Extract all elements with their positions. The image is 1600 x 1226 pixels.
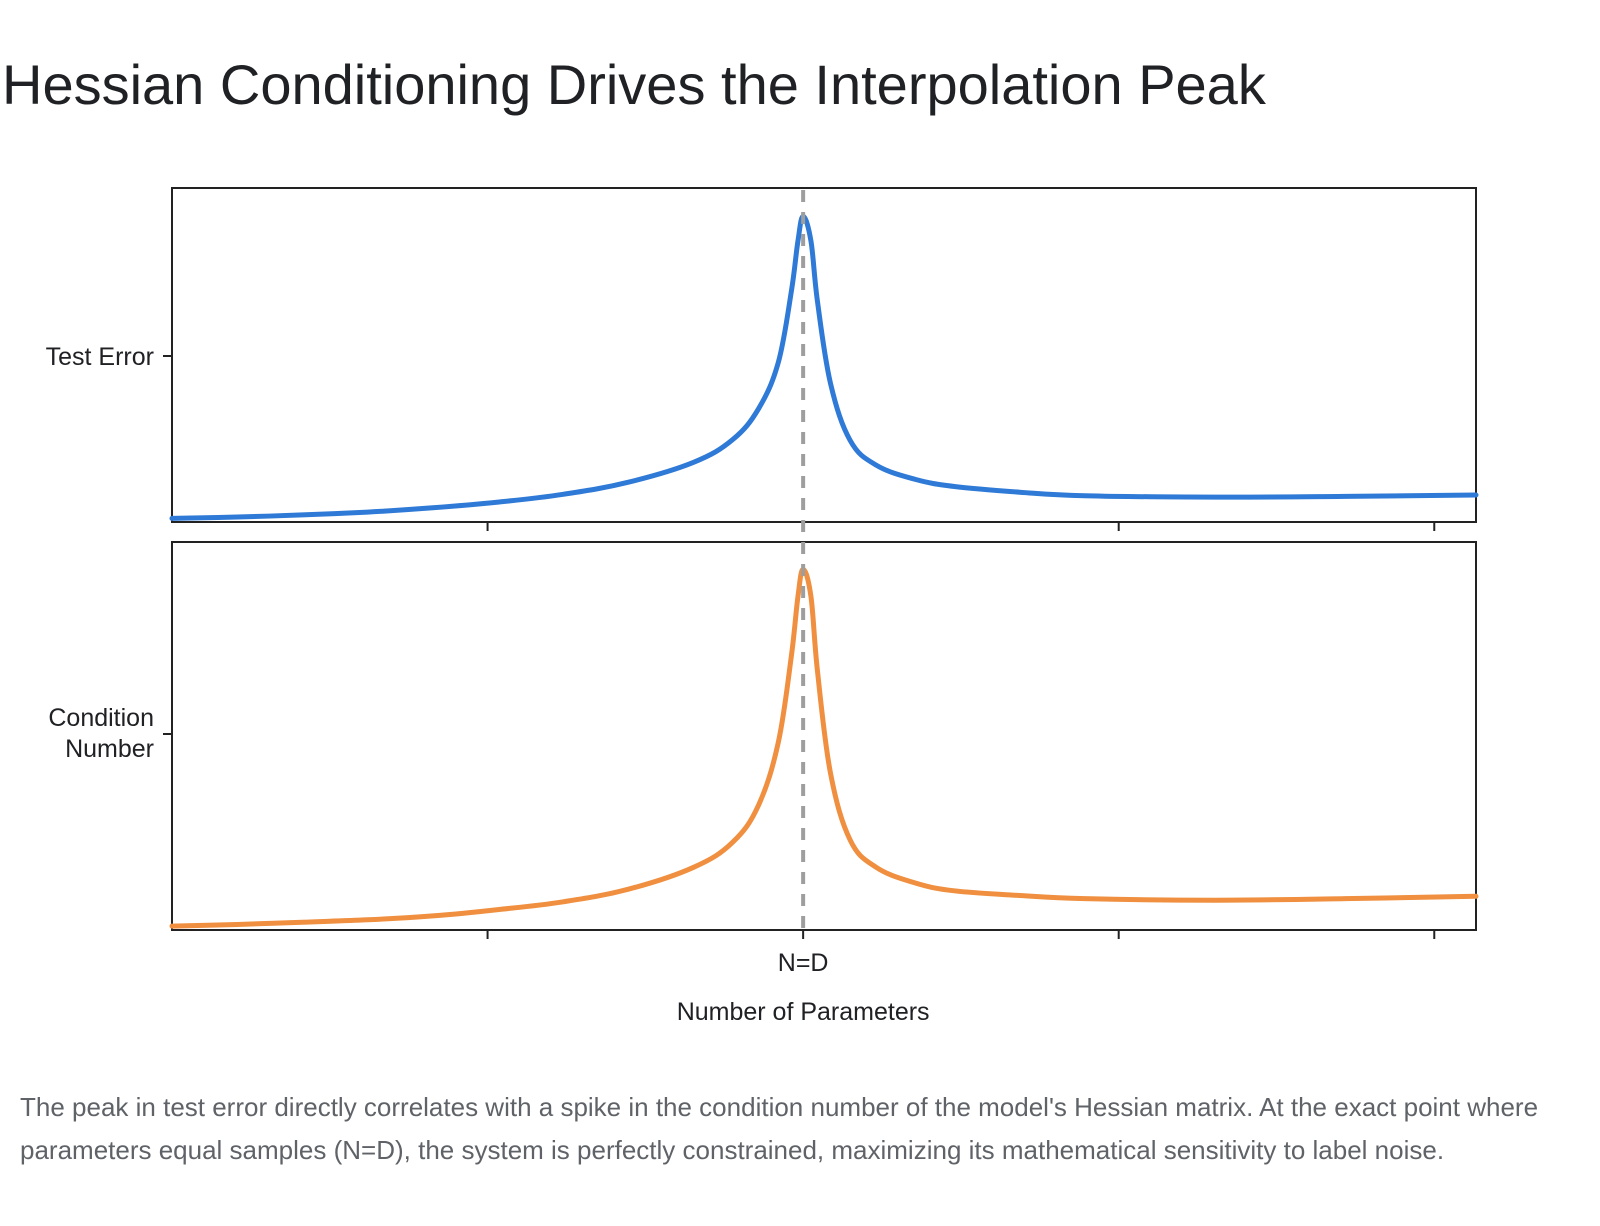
series-line-2 — [169, 566, 1479, 929]
y-axis-label-line: Number — [65, 735, 154, 763]
series-line-1 — [169, 213, 1479, 521]
y-axis-label-2: Condition Number — [48, 704, 154, 763]
y-axis-label-line: Test Error — [46, 343, 154, 371]
chart-svg: Test Error Condition Number N=D Number of Pa… — [46, 187, 1479, 1026]
page-title: Hessian Conditioning Drives the Interpol… — [2, 53, 1266, 116]
x-tick-label: N=D — [778, 949, 829, 977]
x-axis-label: Number of Parameters — [677, 998, 930, 1026]
y-axis-label-line: Condition — [48, 704, 154, 732]
chart-caption: The peak in test error directly correlat… — [20, 1092, 1539, 1165]
y-axis-label-1: Test Error — [46, 343, 154, 371]
chart-container: Test Error Condition Number N=D Number of Pa… — [0, 160, 1600, 1040]
plot-frame-2 — [171, 541, 1477, 931]
